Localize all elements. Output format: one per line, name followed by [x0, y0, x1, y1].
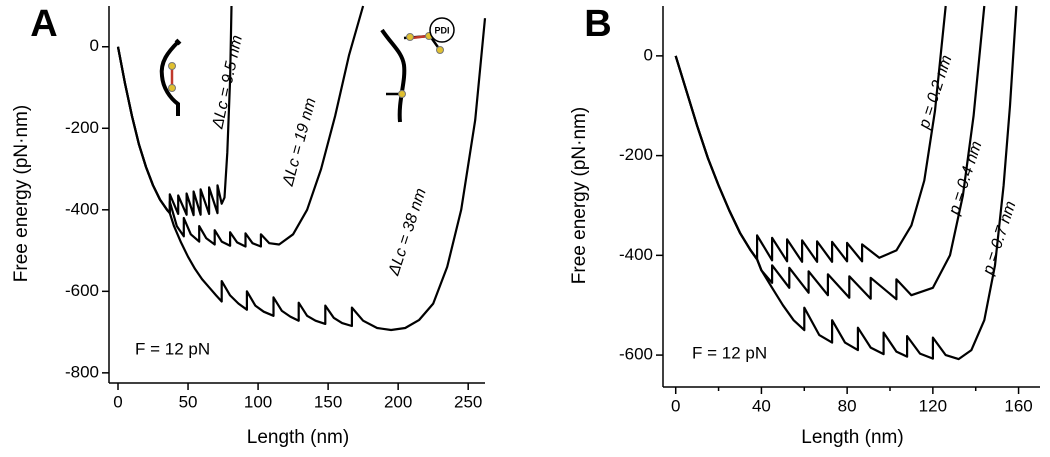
y-tick-label: -400: [619, 245, 653, 264]
x-tick-label: 50: [179, 392, 198, 411]
y-tick-label: -800: [65, 362, 99, 381]
x-tick-label: 200: [384, 392, 412, 411]
x-tick-label: 0: [671, 396, 680, 415]
series-line: [674, 5, 986, 301]
x-tick-label: 0: [113, 392, 122, 411]
x-tick-label: 100: [244, 392, 272, 411]
series-label: ΔLc = 9.5 nm: [209, 34, 246, 131]
y-tick-label: -600: [619, 345, 653, 364]
series-line: [116, 18, 487, 332]
y-tick-label: 0: [644, 45, 653, 64]
annotation: F = 12 pN: [135, 339, 210, 358]
panel-label: B: [584, 3, 611, 45]
x-tick-label: 120: [919, 396, 947, 415]
y-tick-label: -600: [65, 281, 99, 300]
x-tick-label: 80: [838, 396, 857, 415]
panel-label: A: [30, 3, 57, 45]
y-tick-label: 0: [90, 36, 99, 55]
y-tick-label: -200: [65, 118, 99, 137]
series-label: ΔLc = 38 nm: [385, 186, 429, 278]
series-label: ΔLc = 19 nm: [280, 96, 320, 189]
x-tick-label: 150: [314, 392, 342, 411]
series-line: [674, 5, 947, 263]
x-tick-label: 250: [454, 392, 482, 411]
inset-hairpin: [159, 38, 182, 116]
inset-pdi: PDI: [380, 17, 455, 123]
x-axis-label: Length (nm): [801, 427, 903, 448]
series-label: p = 0.4 nm: [946, 139, 986, 218]
x-tick-label: 160: [1004, 396, 1032, 415]
x-axis-label: Length (nm): [247, 427, 349, 448]
series-line: [674, 5, 1018, 361]
series-label: p = 0.2 nm: [916, 53, 956, 132]
y-axis-label: Free energy (pN·nm): [11, 105, 32, 282]
x-tick-label: 40: [752, 396, 771, 415]
series-label: p = 0.7 nm: [980, 199, 1020, 278]
annotation: F = 12 pN: [692, 343, 767, 362]
y-axis-label: Free energy (pN·nm): [569, 107, 590, 284]
y-tick-label: -400: [65, 199, 99, 218]
inset-label: PDI: [434, 25, 449, 35]
y-tick-label: -200: [619, 145, 653, 164]
